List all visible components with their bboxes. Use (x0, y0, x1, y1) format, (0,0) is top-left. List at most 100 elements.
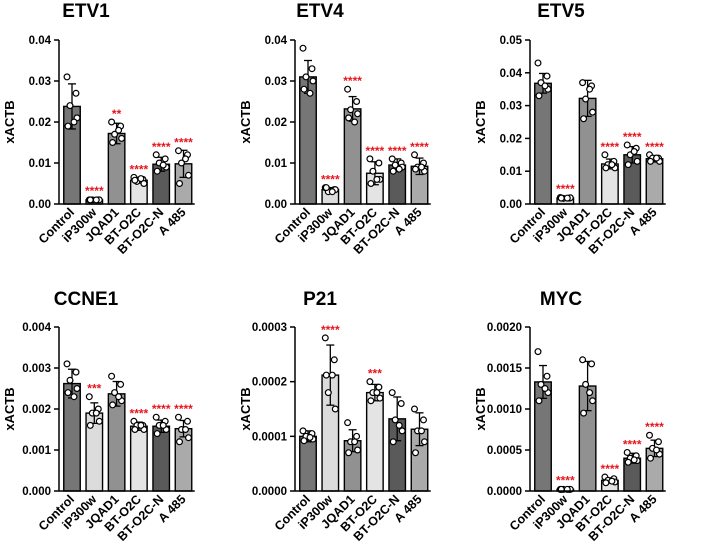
data-point (395, 165, 403, 173)
data-point (412, 449, 420, 457)
y-tick-label: 0.0000 (252, 486, 287, 498)
data-point (391, 416, 399, 424)
data-point (331, 405, 339, 413)
y-tick-label: 0.03 (500, 101, 522, 113)
data-point (580, 409, 588, 417)
data-point (159, 421, 167, 429)
chart-etv4: ETV4xACTBControl****iP300w****JQAD1****B… (238, 1, 431, 257)
significance-label: **** (556, 474, 575, 488)
data-point (582, 95, 590, 103)
data-point (367, 180, 375, 188)
data-point (354, 110, 362, 118)
significance-label: **** (174, 135, 193, 149)
y-tick-label: 0.00 (265, 199, 287, 211)
data-point (389, 167, 397, 175)
y-tick-label: 0.0003 (252, 322, 287, 334)
data-point (182, 155, 190, 163)
data-point (322, 371, 330, 379)
data-point (85, 393, 93, 401)
data-point (421, 438, 429, 446)
data-point (646, 157, 654, 165)
y-tick-label: 0.01 (29, 158, 52, 170)
data-point (624, 458, 632, 466)
data-point (412, 165, 420, 173)
chart-title: P21 (303, 289, 337, 310)
data-point (541, 82, 549, 90)
y-tick-label: 0.0015 (487, 363, 523, 375)
data-point (608, 161, 616, 169)
data-point (70, 118, 78, 126)
data-point (299, 44, 307, 52)
y-tick-label: 0.01 (265, 158, 288, 170)
data-point (391, 161, 399, 169)
data-point (345, 449, 353, 457)
data-point (63, 360, 71, 368)
data-point (95, 417, 103, 425)
data-point (420, 416, 428, 424)
y-tick-label: 0.05 (500, 35, 523, 47)
y-axis-label: xACTB (2, 100, 17, 143)
data-point (115, 126, 123, 134)
data-point (86, 421, 94, 429)
data-point (347, 106, 355, 114)
significance-label: **** (645, 420, 664, 434)
data-point (111, 130, 119, 138)
bar-control (63, 382, 81, 492)
data-point (602, 479, 610, 487)
data-point (589, 108, 597, 116)
significance-label: **** (321, 323, 340, 337)
y-tick-label: 0.02 (500, 133, 522, 145)
y-tick-label: 0.002 (22, 404, 51, 416)
data-point (176, 438, 184, 446)
data-point (182, 426, 190, 434)
data-point (131, 176, 139, 184)
data-point (152, 151, 160, 159)
y-axis-label: xACTB (473, 387, 488, 430)
significance-label: **** (366, 144, 385, 158)
y-tick-label: 0.04 (265, 35, 288, 47)
data-point (351, 118, 359, 126)
y-tick-label: 0.0001 (252, 431, 288, 443)
data-point (178, 159, 186, 167)
chart-title: ETV1 (62, 1, 110, 22)
significance-label: **** (388, 144, 407, 158)
data-point (131, 426, 139, 434)
chart-title: CCNE1 (54, 289, 119, 310)
data-point (563, 194, 571, 202)
data-point (535, 92, 543, 100)
data-point (369, 167, 377, 175)
significance-label: **** (130, 406, 149, 420)
significance-label: *** (87, 382, 101, 396)
y-tick-label: 0.03 (265, 76, 287, 88)
y-tick-label: 0.02 (265, 117, 287, 129)
data-point (366, 155, 374, 163)
bar-bt-o2c (129, 425, 148, 492)
data-point (586, 389, 594, 397)
data-point (73, 385, 81, 393)
data-point (388, 155, 396, 163)
data-point (623, 141, 631, 149)
data-point (586, 85, 594, 93)
y-tick-label: 0.000 (22, 486, 51, 498)
data-point (376, 394, 384, 402)
y-tick-label: 0.004 (22, 322, 51, 334)
y-tick-label: 0.0010 (487, 404, 522, 416)
bar-control (299, 435, 317, 492)
data-point (633, 157, 641, 165)
data-point (152, 413, 160, 421)
data-point (328, 188, 336, 196)
data-point (354, 446, 362, 454)
data-point (309, 77, 317, 85)
data-point (111, 389, 119, 397)
data-point (92, 196, 100, 204)
data-point (108, 118, 116, 126)
data-point (328, 371, 336, 379)
chart-title: MYC (540, 289, 583, 310)
data-point (389, 438, 397, 446)
data-point (351, 438, 359, 446)
data-point (588, 360, 596, 368)
significance-label: **** (152, 402, 171, 416)
data-point (159, 161, 167, 169)
chart-p21: P21xACTBControl****iP300wJQAD1***BT-O2CB… (238, 289, 431, 544)
